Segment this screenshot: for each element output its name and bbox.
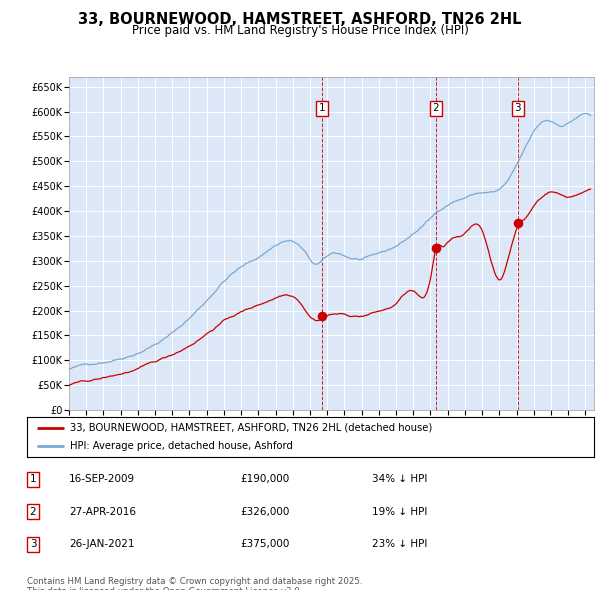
Text: 2: 2 — [29, 507, 37, 517]
Text: 26-JAN-2021: 26-JAN-2021 — [69, 539, 134, 549]
Point — [431, 243, 441, 253]
Text: Contains HM Land Registry data © Crown copyright and database right 2025.
This d: Contains HM Land Registry data © Crown c… — [27, 577, 362, 590]
Text: HPI: Average price, detached house, Ashford: HPI: Average price, detached house, Ashf… — [70, 441, 292, 451]
Text: 1: 1 — [319, 103, 326, 113]
Text: 34% ↓ HPI: 34% ↓ HPI — [372, 474, 427, 484]
Text: £375,000: £375,000 — [240, 539, 289, 549]
Text: 19% ↓ HPI: 19% ↓ HPI — [372, 507, 427, 517]
Text: 27-APR-2016: 27-APR-2016 — [69, 507, 136, 517]
Text: £190,000: £190,000 — [240, 474, 289, 484]
Text: 1: 1 — [29, 474, 37, 484]
Text: 33, BOURNEWOOD, HAMSTREET, ASHFORD, TN26 2HL: 33, BOURNEWOOD, HAMSTREET, ASHFORD, TN26… — [78, 12, 522, 27]
Text: 3: 3 — [514, 103, 521, 113]
Text: 2: 2 — [433, 103, 439, 113]
Text: £326,000: £326,000 — [240, 507, 289, 517]
Text: 16-SEP-2009: 16-SEP-2009 — [69, 474, 135, 484]
Point — [513, 219, 523, 228]
Text: Price paid vs. HM Land Registry's House Price Index (HPI): Price paid vs. HM Land Registry's House … — [131, 24, 469, 37]
Text: 23% ↓ HPI: 23% ↓ HPI — [372, 539, 427, 549]
Text: 33, BOURNEWOOD, HAMSTREET, ASHFORD, TN26 2HL (detached house): 33, BOURNEWOOD, HAMSTREET, ASHFORD, TN26… — [70, 423, 432, 433]
Point — [317, 311, 327, 320]
Text: 3: 3 — [29, 539, 37, 549]
